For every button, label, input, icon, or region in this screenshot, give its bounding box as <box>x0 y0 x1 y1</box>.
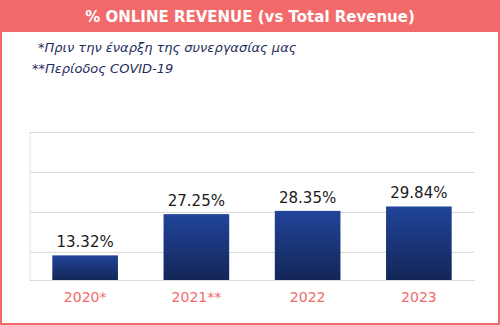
y-axis-line <box>30 133 475 281</box>
y-tick <box>30 132 475 133</box>
data-label: 27.25% <box>168 192 225 210</box>
x-tick: 2022 <box>290 280 326 305</box>
bar <box>52 255 118 280</box>
data-labels: 13.32% 27.25% 28.35% 29.84% <box>57 184 448 251</box>
y-axis <box>30 133 475 281</box>
data-label: 28.35% <box>279 189 336 207</box>
data-label: 29.84% <box>390 184 447 202</box>
header-bar <box>0 0 500 32</box>
x-tick: 2021** <box>172 280 222 305</box>
y-tick <box>30 172 475 173</box>
bar <box>275 211 341 280</box>
x-tick-label: 2022 <box>290 289 326 305</box>
x-tick: 2020* <box>64 280 107 305</box>
title: % ONLINE REVENUE (vs Total Revenue) <box>85 8 415 26</box>
bar <box>164 214 230 280</box>
annotation: **Περίοδος COVID-19 <box>32 61 173 76</box>
y-tick <box>30 280 475 281</box>
grid-line <box>30 280 475 281</box>
x-axis: 2020* 2021** 2022 2023 <box>30 280 475 305</box>
x-axis-line <box>30 280 475 281</box>
x-tick-label: 2020* <box>64 289 107 305</box>
x-tick-label: 2021** <box>172 289 222 305</box>
bar <box>386 206 452 280</box>
bars <box>52 206 451 280</box>
x-tick-label: 2023 <box>401 289 437 305</box>
frame <box>1 1 499 324</box>
data-label: 13.32% <box>57 233 114 251</box>
chart-container: % ONLINE REVENUE (vs Total Revenue) *Πριν… <box>0 0 500 325</box>
chart-svg: % ONLINE REVENUE (vs Total Revenue) *Πριν… <box>0 0 500 325</box>
annotation: *Πριν την έναρξη της συνεργασίας μας <box>38 40 297 55</box>
x-tick: 2023 <box>401 280 437 305</box>
grid-line <box>30 132 475 133</box>
grid-line <box>30 172 475 173</box>
